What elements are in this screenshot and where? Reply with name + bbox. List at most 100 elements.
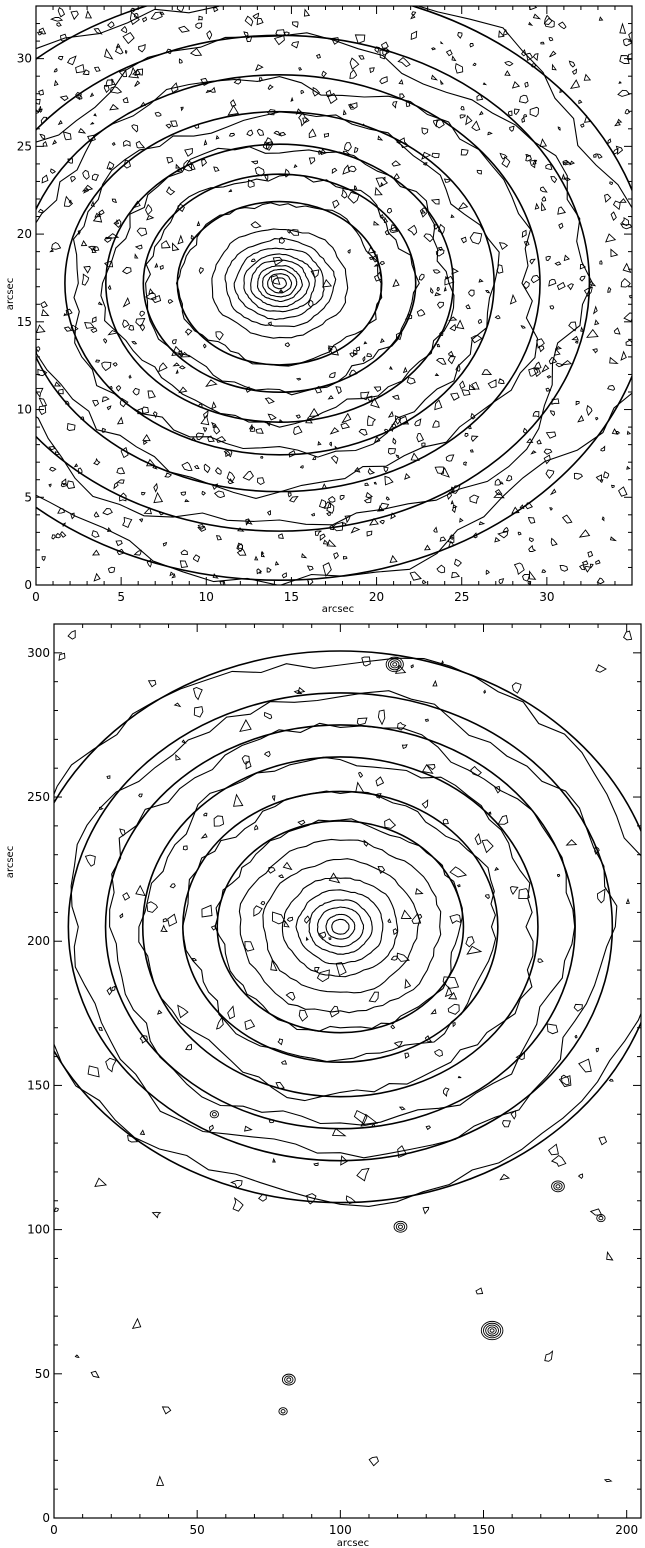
- noise-contour: [38, 89, 45, 96]
- noise-contour: [327, 345, 339, 356]
- noise-contour: [197, 15, 203, 21]
- noise-contour: [439, 536, 447, 542]
- x-tick-label: 0: [32, 590, 40, 604]
- noise-contour: [548, 37, 554, 42]
- noise-contour: [545, 431, 557, 439]
- noise-contour: [430, 74, 439, 81]
- noise-contour: [583, 286, 593, 297]
- noise-contour: [321, 70, 327, 78]
- noise-contour: [104, 233, 120, 240]
- noise-contour: [66, 480, 76, 489]
- noise-contour: [560, 1074, 570, 1086]
- noise-contour: [353, 1109, 368, 1125]
- noise-contour: [326, 539, 337, 547]
- noise-contour: [493, 491, 505, 499]
- noise-contour: [349, 103, 355, 108]
- noise-contour: [146, 901, 159, 913]
- noise-contour: [107, 566, 116, 574]
- noise-contour: [622, 38, 632, 47]
- noise-contour: [397, 1145, 407, 1159]
- isophote-contour: [262, 858, 421, 994]
- noise-contour: [423, 233, 435, 243]
- noise-contour: [350, 526, 361, 534]
- noise-contour: [445, 49, 453, 57]
- noise-contour: [170, 120, 178, 128]
- noise-contour: [431, 152, 440, 159]
- noise-contour: [444, 986, 453, 998]
- noise-contour: [549, 488, 557, 496]
- noise-contour: [366, 530, 373, 537]
- noise-contour: [465, 115, 473, 126]
- model-ellipse: [141, 756, 539, 1098]
- bottom-contour-panel: arcsec arcsec 0 50 100 150 200 0 50 100 150 200 25…: [5, 623, 642, 1548]
- noise-contour: [414, 418, 422, 427]
- noise-contour: [313, 1162, 319, 1166]
- noise-contour: [498, 578, 505, 585]
- noise-contour: [522, 427, 528, 434]
- noise-contour: [398, 78, 404, 85]
- noise-contour: [91, 247, 97, 253]
- noise-contour: [392, 278, 400, 288]
- noise-contour: [93, 28, 103, 35]
- noise-contour: [215, 535, 222, 541]
- noise-contour: [105, 79, 114, 88]
- noise-contour: [607, 385, 616, 391]
- noise-contour: [525, 154, 532, 162]
- noise-contour: [297, 819, 306, 826]
- noise-contour: [461, 389, 471, 396]
- noise-contour: [596, 577, 605, 585]
- noise-contour: [312, 456, 317, 461]
- noise-contour: [108, 166, 112, 170]
- noise-contour: [404, 472, 411, 480]
- noise-contour: [200, 414, 210, 426]
- noise-contour: [569, 160, 576, 166]
- noise-contour: [95, 359, 101, 363]
- noise-contour: [584, 565, 592, 573]
- noise-contour: [494, 315, 501, 320]
- noise-contour: [439, 331, 444, 337]
- data-isophote: [109, 722, 576, 1126]
- noise-contour: [379, 49, 389, 60]
- noise-contour: [245, 761, 252, 770]
- noise-contour: [139, 1035, 148, 1044]
- noise-contour: [193, 464, 200, 470]
- noise-contour: [263, 750, 271, 758]
- noise-contour: [432, 119, 440, 128]
- noise-contour: [326, 501, 335, 514]
- noise-contour: [369, 67, 375, 74]
- noise-contour: [607, 138, 612, 145]
- noise-contour: [360, 1113, 379, 1127]
- noise-contour: [92, 246, 100, 252]
- noise-contour: [494, 478, 502, 486]
- noise-contour: [475, 1287, 484, 1295]
- noise-contour: [150, 11, 163, 20]
- noise-contour: [396, 137, 410, 149]
- noise-contour: [595, 664, 607, 673]
- top-contour-panel: arcsec arcsec 0 5 10 15 20 25 30 0 5 10 15 20 25 30: [5, 5, 633, 615]
- noise-contour: [283, 920, 290, 928]
- noise-contour: [84, 321, 95, 329]
- point-source-contour: [278, 1407, 288, 1416]
- noise-contour: [287, 492, 292, 498]
- noise-contour: [532, 367, 541, 378]
- noise-contour: [401, 744, 408, 749]
- noise-contour: [528, 21, 534, 26]
- noise-contour: [550, 176, 558, 184]
- noise-contour: [469, 449, 474, 453]
- noise-contour: [499, 1173, 511, 1181]
- noise-contour: [293, 425, 303, 436]
- noise-contour: [281, 572, 287, 579]
- noise-contour: [421, 442, 426, 447]
- noise-contour: [102, 508, 113, 516]
- noise-contour: [365, 491, 374, 499]
- noise-contour: [113, 482, 119, 490]
- noise-contour: [510, 1109, 517, 1120]
- noise-contour: [105, 1057, 117, 1073]
- noise-contour: [167, 913, 178, 927]
- plot-area: [36, 6, 632, 585]
- y-tick-label: 200: [27, 934, 50, 948]
- noise-contour: [61, 478, 67, 486]
- noise-contour: [539, 186, 548, 193]
- noise-contour: [366, 353, 373, 358]
- noise-contour: [618, 80, 622, 84]
